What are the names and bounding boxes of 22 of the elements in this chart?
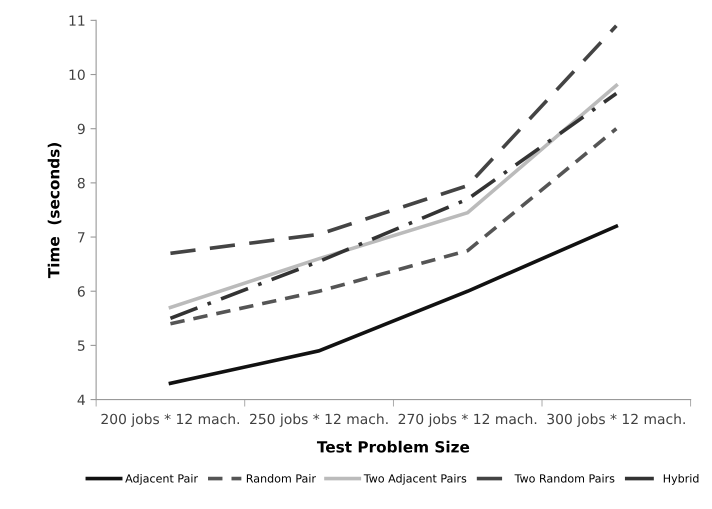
- x-tick-label: 200 jobs * 12 mach.: [101, 413, 239, 427]
- y-tick-label: 4: [78, 394, 85, 405]
- legend-label: Two Adjacent Pairs: [364, 474, 466, 485]
- x-axis-title: Test Problem Size: [316, 440, 470, 453]
- legend-label: Random Pair: [246, 474, 316, 483]
- legend-label: Hybrid: [664, 474, 698, 485]
- x-tick-label: 250 jobs * 12 mach.: [250, 413, 388, 427]
- y-tick-label: 6: [78, 286, 85, 297]
- legend-label: Adjacent Pair: [125, 474, 198, 485]
- line-series: [168, 24, 618, 256]
- y-tick-label: 10: [70, 70, 85, 80]
- x-tick-label: 300 jobs * 12 mach.: [547, 413, 685, 427]
- x-tick-label: 270 jobs * 12 mach.: [398, 413, 536, 427]
- legend-label: Two Random Pairs: [514, 474, 614, 483]
- line-series: [168, 224, 618, 386]
- y-axis-title: Time (seconds): [48, 143, 62, 278]
- line-series: [168, 126, 618, 326]
- y-tick-label: 8: [78, 178, 85, 188]
- y-tick-label: 7: [78, 232, 85, 242]
- y-tick-label: 9: [78, 124, 85, 134]
- y-tick-label: 5: [78, 340, 84, 351]
- y-tick-label: 11: [70, 16, 84, 26]
